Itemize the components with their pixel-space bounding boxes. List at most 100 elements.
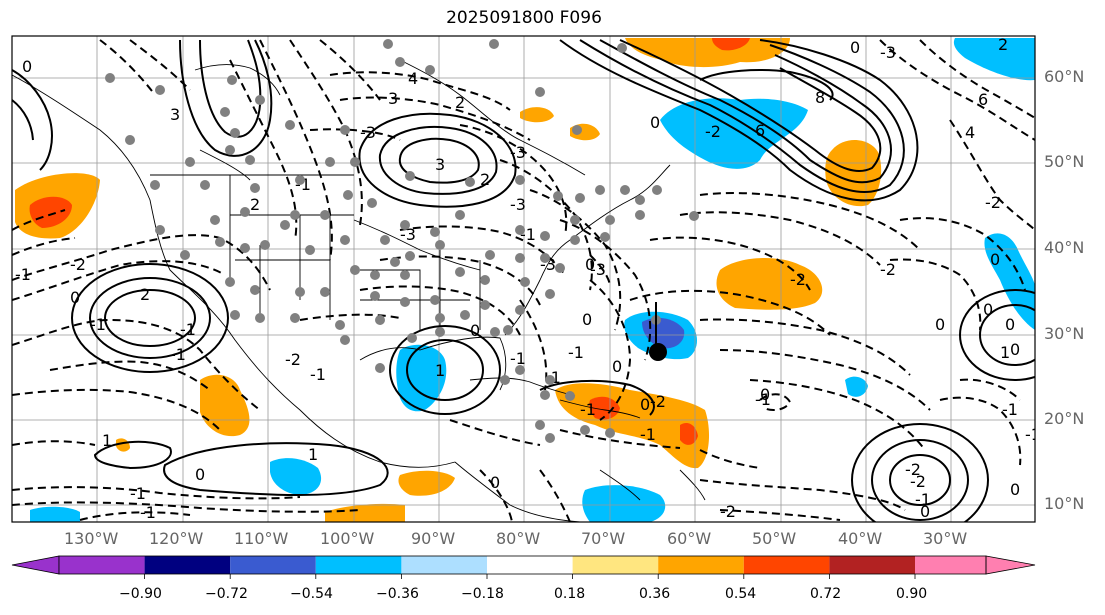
colorbar-tick-label: −0.36	[376, 586, 419, 602]
contour-label: 0	[612, 357, 622, 376]
contour-label: 2	[998, 35, 1008, 54]
contour-label: -2	[910, 472, 926, 491]
contour-label: -2	[880, 260, 896, 279]
contour-label: 0	[585, 255, 595, 274]
contour-label: 0	[70, 288, 80, 307]
colorbar-over-arrow	[985, 555, 1036, 575]
contour-label: 1	[435, 361, 445, 380]
contour-label: -1	[90, 315, 106, 334]
positive-anomaly-south-pacific	[325, 503, 405, 522]
map-title: 2025091800 F096	[446, 8, 602, 28]
lon-label: 130°W	[64, 529, 119, 548]
strong-anomaly-caribbean	[589, 396, 620, 420]
contour-label: 6	[755, 121, 765, 140]
contour-label: 0	[490, 473, 500, 492]
colorbar-frame	[58, 555, 987, 575]
positive-anomaly-pacific-small	[116, 438, 130, 452]
lon-label: 40°W	[838, 529, 883, 548]
colorbar-tick-label: −0.72	[205, 586, 248, 602]
contour-label: 0	[850, 38, 860, 57]
contour-label: 3	[170, 105, 180, 124]
contour-label: -1	[15, 265, 31, 284]
colorbar-bin	[743, 556, 830, 574]
lon-label: 120°W	[149, 529, 204, 548]
colorbar-tick-label: −0.54	[290, 586, 333, 602]
contour-label: -3	[510, 195, 526, 214]
strong-anomaly-lesser-antilles	[680, 423, 698, 445]
contour-label: 0	[990, 250, 1000, 269]
contour-label: -1	[640, 425, 656, 444]
contour-label: -1	[580, 400, 596, 419]
contour-label: -1	[170, 345, 186, 364]
contour-label: -2	[705, 122, 721, 141]
colorbar-tick-label: −0.18	[461, 586, 504, 602]
contour-label: 0	[760, 385, 770, 404]
colorbar-under-arrow	[11, 555, 60, 575]
contour-label: 0	[650, 113, 660, 132]
colorbar-bin	[487, 556, 573, 574]
negative-anomaly-northeast	[953, 38, 1035, 81]
positive-anomaly-central-atlantic	[716, 258, 823, 310]
colorbar-tick-label: 0.18	[554, 586, 586, 602]
contour-label: -2	[650, 392, 666, 411]
positive-anomaly-central-america	[398, 470, 455, 496]
contour-label: 0	[195, 465, 205, 484]
lon-label: 60°W	[667, 529, 712, 548]
colorbar-bin	[59, 556, 145, 574]
strong-anomaly-west-coast	[29, 196, 72, 228]
contour-label: -3	[590, 260, 606, 279]
plot-frame	[11, 35, 1036, 523]
strong-anomaly-labrador	[712, 38, 750, 51]
contour-label: -1	[140, 503, 156, 522]
contour-label: 4	[408, 69, 418, 88]
contour-label: 6	[978, 90, 988, 109]
negative-anomaly-pacific-south	[270, 458, 322, 495]
colorbar-bin	[572, 556, 659, 574]
contour-label: 0	[640, 395, 650, 414]
lon-label: 70°W	[581, 529, 626, 548]
colorbar-tick-label: 0.54	[725, 586, 757, 602]
colorbar-tick-label: 0.36	[639, 586, 671, 602]
contour-label: 0	[582, 310, 592, 329]
contour-label: 0	[1005, 315, 1015, 334]
colorbar-bin	[401, 556, 487, 574]
contours	[12, 39, 1035, 522]
station-markers	[105, 39, 699, 443]
negative-anomaly-greenland-south	[660, 98, 808, 169]
contour-label: -2	[720, 502, 736, 521]
positive-anomaly-pacific-mexico	[200, 374, 250, 437]
colorbar-bin	[915, 556, 986, 574]
contour-label: 0	[983, 300, 993, 319]
colorbar-bin	[658, 556, 744, 574]
contour-label: 0	[1010, 340, 1020, 359]
contour-label: -2	[70, 255, 86, 274]
positive-anomaly-newfoundland	[520, 107, 554, 123]
colorbar-bin	[315, 556, 402, 574]
contour-label: -1	[755, 390, 771, 409]
lat-label: 40°N	[1044, 238, 1085, 257]
positive-anomaly-north-atlantic	[825, 140, 882, 207]
lon-label: 50°W	[752, 529, 797, 548]
contour-label: -1	[915, 490, 931, 509]
contour-label: 1	[1000, 343, 1010, 362]
contour-label: -3	[880, 43, 896, 62]
contour-label: -1	[510, 349, 526, 368]
contour-label: 4	[965, 123, 975, 142]
lon-label: 100°W	[320, 529, 375, 548]
positive-anomaly-labrador	[625, 38, 790, 68]
negative-anomaly-far-southwest	[30, 506, 80, 522]
contour-label: -1	[130, 484, 146, 503]
colorbar	[11, 555, 1036, 579]
lon-label: 30°W	[923, 529, 968, 548]
lat-label: 30°N	[1044, 324, 1085, 343]
contour-label: -1	[568, 343, 584, 362]
lat-label: 10°N	[1044, 494, 1085, 513]
strong-negative-anomaly-subtropical	[642, 317, 685, 349]
contour-label: 8	[815, 88, 825, 107]
contour-label: 0	[1010, 480, 1020, 499]
negative-anomaly-south-america	[582, 485, 666, 522]
contour-label: 2	[480, 170, 490, 189]
contour-label: -1	[310, 365, 326, 384]
contour-label: -3	[360, 123, 376, 142]
